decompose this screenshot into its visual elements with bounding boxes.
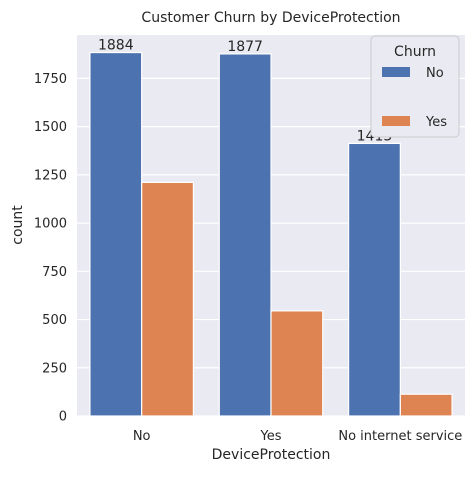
legend: Churn No Yes <box>370 35 460 138</box>
x-axis-label: DeviceProtection <box>212 447 331 463</box>
chart-title: Customer Churn by DeviceProtection <box>141 10 400 26</box>
y-tick-label: 250 <box>42 361 67 376</box>
x-tick-label: No <box>133 429 151 444</box>
y-tick-label: 1500 <box>34 120 67 135</box>
bar-no-1 <box>218 53 272 417</box>
x-ticks: No Yes No internet service <box>133 429 462 444</box>
y-tick-label: 1750 <box>34 72 67 87</box>
legend-box <box>370 35 460 138</box>
y-tick-label: 750 <box>42 265 67 280</box>
y-tick-label: 500 <box>42 313 67 328</box>
legend-swatch-yes <box>382 116 410 126</box>
bar-no-0 <box>89 51 143 417</box>
y-axis-label: count <box>10 205 26 245</box>
bar-value-label: 1877 <box>227 39 263 55</box>
x-tick-label: Yes <box>260 429 282 444</box>
bar-value-label: 1884 <box>98 38 134 54</box>
legend-swatch-no <box>382 67 410 77</box>
bar-no-2 <box>348 142 401 417</box>
y-ticks: 0 250 500 750 1000 1250 1500 1750 <box>34 72 67 425</box>
bars <box>89 51 453 417</box>
bar-yes-2 <box>399 393 453 417</box>
bar-yes-1 <box>270 310 324 417</box>
legend-entry-yes: Yes <box>425 115 447 130</box>
legend-title: Churn <box>394 44 436 60</box>
y-tick-label: 1000 <box>34 217 67 232</box>
x-tick-label: No internet service <box>338 429 462 444</box>
bar-yes-0 <box>141 181 195 417</box>
legend-entry-no: No <box>426 66 444 81</box>
y-tick-label: 0 <box>59 410 67 425</box>
y-tick-label: 1250 <box>34 168 67 183</box>
